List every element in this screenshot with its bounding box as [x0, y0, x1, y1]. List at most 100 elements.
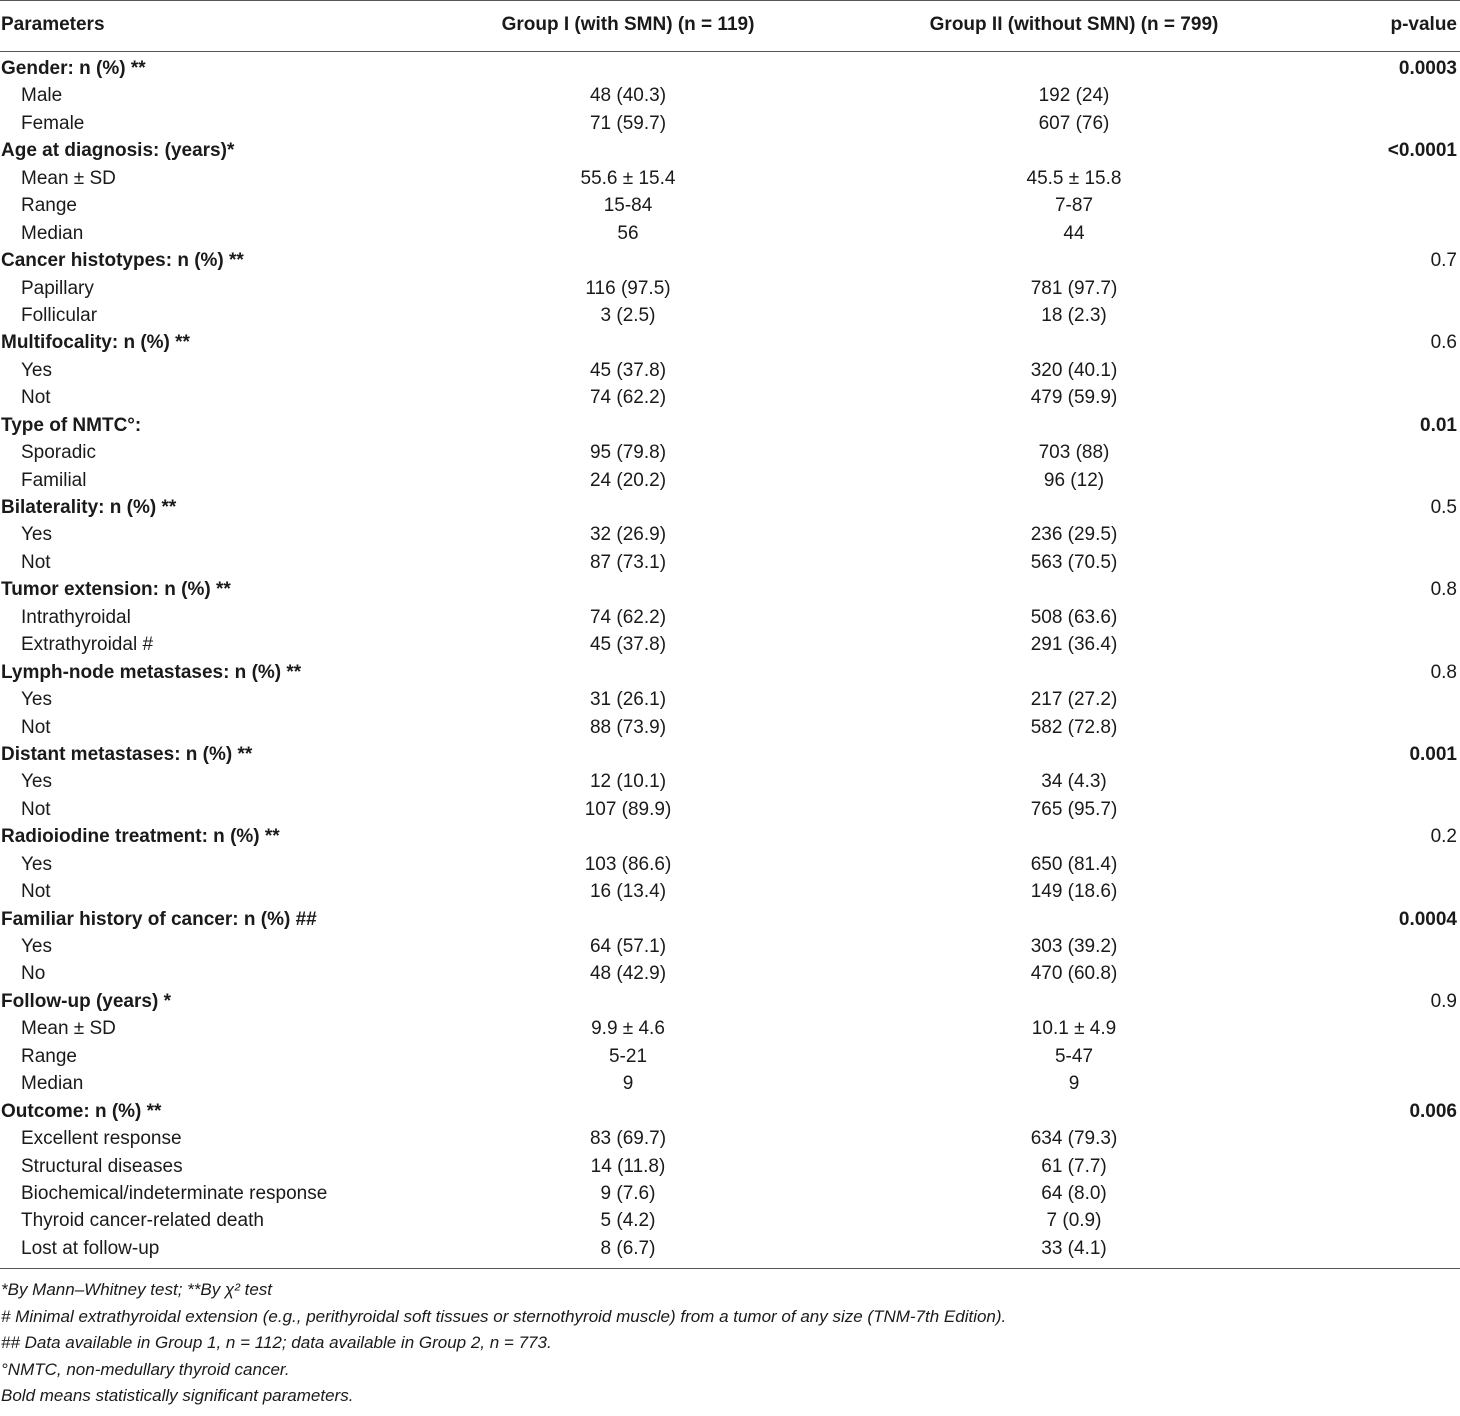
group2-value: 508 (63.6) [1030, 606, 1118, 628]
group2-value: 634 (79.3) [1030, 1128, 1118, 1150]
p-value: 0.0003 [1398, 58, 1457, 79]
group1-value: 95 (79.8) [589, 442, 667, 464]
group2-value: 703 (88) [1038, 442, 1110, 464]
p-value: 0.006 [1409, 1100, 1457, 1122]
section-row: Lymph-node metastases: n (%) ** 0.8 [0, 659, 1460, 686]
table-row: Yes 103 (86.6) 650 (81.4) [0, 851, 1460, 878]
header-pvalue: p-value [1390, 14, 1457, 35]
row-label: Female [21, 112, 85, 134]
section-row: Tumor extension: n (%) ** 0.8 [0, 576, 1460, 603]
p-value: 0.9 [1430, 990, 1457, 1012]
row-label: Bilaterality: n (%) ** [1, 497, 177, 518]
row-label: Not [21, 551, 51, 573]
row-label: Age at diagnosis: (years)* [1, 140, 235, 162]
group1-value: 9 (7.6) [600, 1182, 656, 1204]
group1-value: 9 [622, 1073, 634, 1095]
row-label: Gender: n (%) ** [1, 58, 146, 79]
group2-value: 470 (60.8) [1030, 963, 1118, 985]
row-label: Cancer histotypes: n (%) ** [1, 250, 244, 272]
table-row: Sporadic 95 (79.8) 703 (88) [0, 439, 1460, 466]
table-row: Not 16 (13.4) 149 (18.6) [0, 878, 1460, 905]
footnote: Bold means statistically significant par… [1, 1386, 354, 1406]
group1-value: 3 (2.5) [600, 304, 656, 326]
row-label: Lymph-node metastases: n (%) ** [1, 661, 302, 683]
group2-value: 44 [1063, 222, 1085, 244]
group2-value: 9 [1068, 1073, 1080, 1095]
row-label: Yes [21, 936, 52, 957]
row-label: Structural diseases [21, 1155, 183, 1177]
group1-value: 87 (73.1) [589, 551, 667, 573]
group2-value: 10.1 ± 4.9 [1031, 1018, 1117, 1040]
table-row: Range 5-21 5-47 [0, 1043, 1460, 1070]
row-label: Radioiodine treatment: n (%) ** [1, 826, 280, 848]
group2-value: 7-87 [1054, 195, 1094, 217]
group1-value: 74 (62.2) [589, 606, 667, 628]
group2-value: 18 (2.3) [1041, 304, 1107, 326]
table-row: Familial 24 (20.2) 96 (12) [0, 467, 1460, 494]
group2-value: 607 (76) [1038, 112, 1110, 134]
group2-value: 291 (36.4) [1030, 634, 1118, 656]
row-label: Not [21, 881, 51, 903]
table-row: Follicular 3 (2.5) 18 (2.3) [0, 302, 1460, 329]
row-label: Familiar history of cancer: n (%) ## [1, 908, 317, 930]
p-value: 0.01 [1420, 414, 1457, 436]
row-label: Yes [21, 771, 52, 793]
group1-value: 31 (26.1) [589, 689, 667, 711]
row-label: Range [21, 195, 77, 217]
p-value: 0.001 [1409, 743, 1457, 765]
row-label: Thyroid cancer-related death [21, 1210, 264, 1232]
p-value: 0.2 [1430, 826, 1457, 848]
table-row: Excellent response 83 (69.7) 634 (79.3) [0, 1125, 1460, 1152]
group1-value: 56 [617, 222, 639, 244]
table-row: Not 87 (73.1) 563 (70.5) [0, 549, 1460, 576]
group1-value: 74 (62.2) [589, 387, 667, 409]
group2-value: 45.5 ± 15.8 [1026, 167, 1122, 189]
section-row: Gender: n (%) ** 0.0003 [0, 55, 1460, 82]
group1-value: 45 (37.8) [589, 359, 667, 381]
footnote: *By Mann–Whitney test; **By χ² test [1, 1280, 272, 1300]
row-label: Sporadic [21, 442, 96, 464]
group2-value: 61 (7.7) [1041, 1155, 1107, 1177]
group1-value: 48 (40.3) [589, 85, 667, 107]
group1-value: 83 (69.7) [589, 1128, 667, 1150]
footnotes: *By Mann–Whitney test; **By χ² test # Min… [0, 1269, 1460, 1410]
table-row: Yes 45 (37.8) 320 (40.1) [0, 357, 1460, 384]
group2-value: 64 (8.0) [1041, 1182, 1107, 1204]
table-row: Thyroid cancer-related death 5 (4.2) 7 (0.… [0, 1207, 1460, 1234]
p-value: 0.0004 [1398, 908, 1457, 930]
row-label: Male [21, 85, 63, 107]
table-row: Median 56 44 [0, 220, 1460, 247]
group2-value: 479 (59.9) [1030, 387, 1118, 409]
table-row: Intrathyroidal 74 (62.2) 508 (63.6) [0, 604, 1460, 631]
table-row: Not 107 (89.9) 765 (95.7) [0, 796, 1460, 823]
row-label: Lost at follow-up [21, 1237, 160, 1259]
group2-value: 217 (27.2) [1030, 689, 1118, 711]
group1-value: 9.9 ± 4.6 [591, 1018, 665, 1040]
row-label: Multifocality: n (%) ** [1, 332, 190, 354]
p-value: 0.8 [1430, 661, 1457, 683]
group2-value: 96 (12) [1043, 469, 1105, 491]
table-row: Papillary 116 (97.5) 781 (97.7) [0, 275, 1460, 302]
table-row: Yes 12 (10.1) 34 (4.3) [0, 768, 1460, 795]
group1-value: 88 (73.9) [589, 716, 667, 738]
group1-value: 16 (13.4) [589, 881, 667, 903]
group2-value: 34 (4.3) [1041, 771, 1107, 793]
table-row: Mean ± SD 55.6 ± 15.4 45.5 ± 15.8 [0, 165, 1460, 192]
table-row: Yes 32 (26.9) 236 (29.5) [0, 521, 1460, 548]
group2-value: 149 (18.6) [1030, 881, 1118, 903]
table-row: Female 71 (59.7) 607 (76) [0, 110, 1460, 137]
group1-value: 71 (59.7) [589, 112, 667, 134]
row-label: Follow-up (years) * [1, 990, 171, 1012]
table-row: Yes 64 (57.1) 303 (39.2) [0, 933, 1460, 960]
footnote: ## Data available in Group 1, n = 112; d… [1, 1333, 552, 1353]
group2-value: 7 (0.9) [1046, 1210, 1102, 1232]
group1-value: 14 (11.8) [590, 1155, 666, 1177]
group2-value: 5-47 [1054, 1045, 1094, 1067]
table-row: Not 74 (62.2) 479 (59.9) [0, 384, 1460, 411]
group2-value: 765 (95.7) [1030, 798, 1118, 820]
group1-value: 45 (37.8) [589, 634, 667, 656]
section-row: Familiar history of cancer: n (%) ## 0.00… [0, 906, 1460, 933]
row-label: Not [21, 798, 51, 820]
group1-value: 5-21 [608, 1045, 648, 1067]
